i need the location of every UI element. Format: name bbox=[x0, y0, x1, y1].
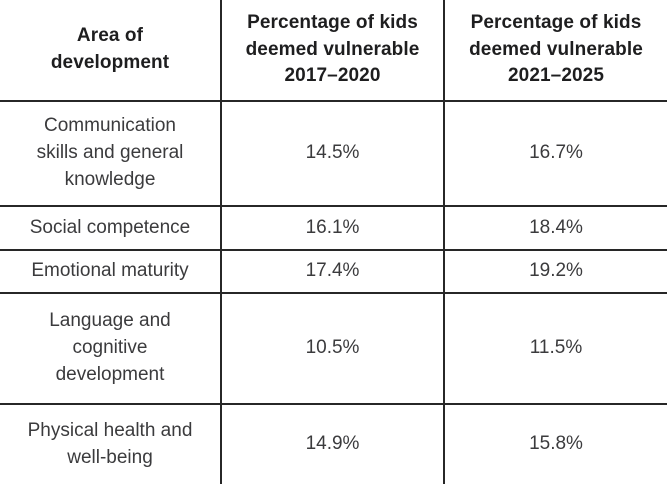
cell-communication-2021-2025: 16.7% bbox=[445, 102, 667, 207]
row-label-communication-skills: Communication skills and general knowled… bbox=[0, 102, 222, 207]
cell-physical-2021-2025: 15.8% bbox=[529, 433, 583, 455]
cell-emotional-2017-2020: 17.4% bbox=[222, 251, 445, 294]
row-label-physical-health: Physical health and well-being bbox=[0, 405, 222, 484]
column-header-pct-2021-2025: Percentage of kids deemed vulnerable 202… bbox=[445, 0, 667, 102]
cell-social-2017-2020: 16.1% bbox=[222, 207, 445, 251]
row-label-emotional-maturity: Emotional maturity bbox=[0, 251, 222, 294]
column-header-pct-2017-2020: Percentage of kids deemed vulnerable 201… bbox=[222, 0, 445, 102]
cell-physical-2017-2020: 14.9% bbox=[222, 405, 445, 484]
cell-language-2021-2025: 11.5% bbox=[445, 294, 667, 405]
row-label-language-cognitive: Language and cognitive development bbox=[0, 294, 222, 405]
column-header-area-of-development: Area of development bbox=[0, 0, 222, 102]
cell-language-2017-2020: 10.5% bbox=[222, 294, 445, 405]
row-label-social-competence: Social competence bbox=[0, 207, 222, 251]
cell-communication-2017-2020: 14.5% bbox=[222, 102, 445, 207]
cell-emotional-2021-2025: 19.2% bbox=[445, 251, 667, 294]
cell-social-2021-2025: 18.4% bbox=[445, 207, 667, 251]
